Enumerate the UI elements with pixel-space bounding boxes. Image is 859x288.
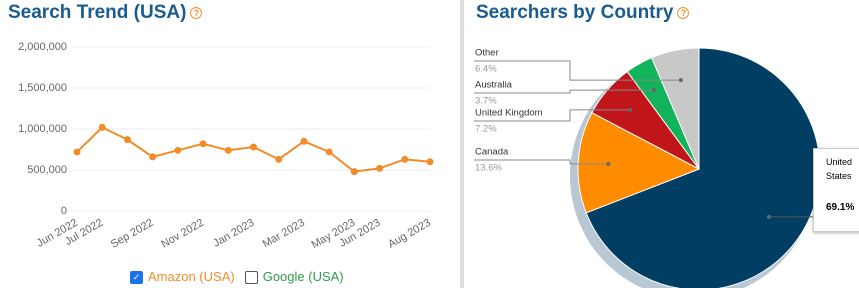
pie-chart: Canada 13.6% United Kingdom 7.2% Australia 3.… [474,47,821,288]
y-tick-label: 500,000 [27,164,67,176]
slice-value: 13.6% [475,163,502,174]
x-tick-label: Nov 2022 [159,217,206,251]
legend-label: Google (USA) [262,269,344,284]
pie-slice [585,47,821,288]
leader-dot [652,88,657,93]
checkbox[interactable] [244,271,258,285]
pie-slice [650,47,700,170]
y-tick-label: 1,500,000 [18,82,67,94]
help-icon[interactable]: ? [190,6,203,19]
slice-value: 7.2% [475,124,497,135]
data-point [199,140,207,148]
leader-dot [606,161,611,166]
data-point [300,137,308,145]
legend: ✓ Amazon (USA) Google (USA) [130,269,344,285]
pie-slice [577,112,701,214]
y-tick-label: 0 [61,205,67,217]
data-point [376,164,384,172]
x-tick-label: Sep 2022 [109,217,156,251]
data-point [73,148,81,156]
data-point [123,136,131,144]
data-point [224,146,232,154]
leader-dot [678,78,683,83]
y-tick-label: 2,000,000 [18,41,67,53]
legend-item[interactable]: Google (USA) [244,269,344,285]
data-point [350,168,358,176]
slice-value: 6.4% [475,64,497,75]
legend-item[interactable]: ✓ Amazon (USA) [130,269,235,285]
x-tick-label: Jan 2023 [211,217,256,250]
data-point [401,155,409,163]
legend-label: Amazon (USA) [148,269,235,284]
chart-title-wrap: Searchers by Country? [476,2,690,24]
tooltip-label: United States [826,157,853,181]
leader-line [474,109,631,122]
data-point [426,158,434,166]
chart-title: Search Trend (USA) [8,2,187,23]
x-tick-label: Mar 2023 [261,217,307,251]
leader-dot [628,107,633,112]
chart-title: Searchers by Country [476,2,674,23]
data-point [174,146,182,154]
tooltip-value: 69.1% [826,202,855,213]
data-point [250,143,257,151]
x-tick-label: Aug 2023 [386,217,433,251]
data-point [98,123,106,131]
y-tick-label: 1,000,000 [18,123,67,135]
checkbox[interactable]: ✓ [130,271,143,285]
data-point [149,153,157,161]
tooltip: United States 69.1% [813,148,859,232]
chart-title-wrap: Search Trend (USA)? [8,2,203,24]
slice-label: Other [475,48,499,59]
leader-line [474,159,609,165]
slice-label: Canada [475,147,509,158]
data-point [325,148,333,156]
slice-label: Australia [475,80,513,91]
leader-dot [766,214,771,219]
leader-line [474,89,655,94]
slice-label: United Kingdom [475,108,543,119]
help-icon[interactable]: ? [677,6,690,19]
data-point [275,155,283,163]
leader-line [474,60,681,81]
slice-value: 3.7% [475,96,497,107]
